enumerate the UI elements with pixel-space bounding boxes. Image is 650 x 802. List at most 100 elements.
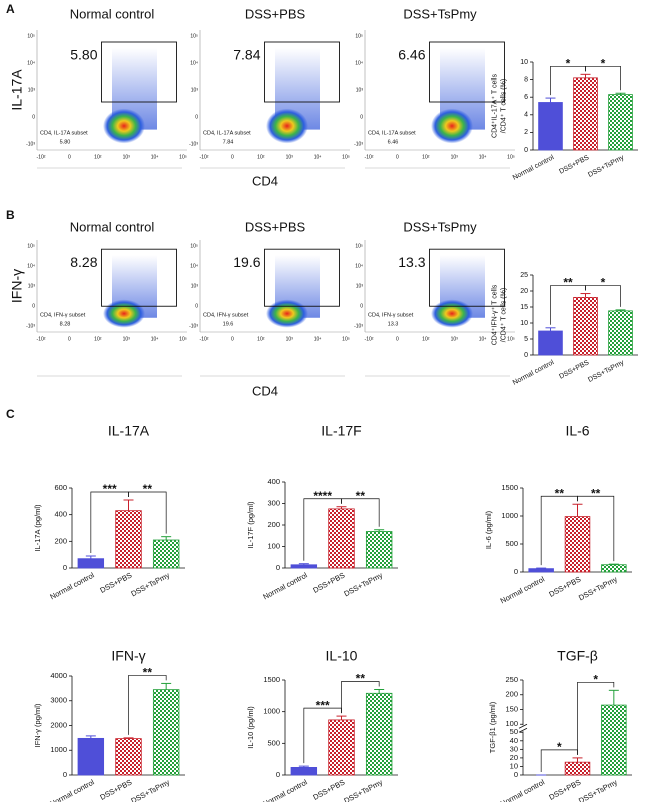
y-tick-label: 4000	[50, 671, 67, 680]
flow-subset-value: 8.28	[60, 321, 71, 327]
significance-bracket	[585, 65, 621, 91]
y-tick-label: 0	[63, 563, 67, 572]
y-tick-label: 40	[510, 736, 518, 745]
panel-label: A	[6, 2, 15, 16]
x-tick-label: DSS+TsPmy	[342, 570, 384, 598]
flow-y-tick: 10⁴	[27, 60, 35, 66]
y-tick-label: 0	[276, 563, 280, 572]
significance-bracket	[341, 498, 380, 527]
y-axis-label: IL-6 (pg/ml)	[484, 510, 493, 549]
flow-gate-value: 6.46	[398, 47, 425, 63]
flow-x-tick: 10²	[257, 336, 265, 342]
y-tick-label: 400	[54, 510, 67, 519]
chart-title: IL-10	[326, 648, 358, 664]
flow-x-tick: 10⁵	[507, 154, 515, 160]
chart-title: IL-17F	[321, 423, 361, 439]
significance-label: **	[143, 666, 153, 680]
x-tick-label: DSS+TsPmy	[342, 777, 384, 802]
flow-x-tick: 10⁴	[151, 154, 159, 160]
y-tick-label: 1500	[501, 483, 518, 492]
significance-label: **	[563, 276, 573, 290]
y-tick-label: 10	[520, 320, 528, 327]
bar	[115, 510, 142, 569]
flow-x-tick: 10⁵	[507, 336, 515, 342]
bar	[608, 310, 633, 356]
flow-x-tick: 10⁴	[151, 336, 159, 342]
flow-subset-value: 13.3	[388, 321, 399, 327]
y-tick-label: 1000	[501, 511, 518, 520]
flow-gate-value: 7.84	[233, 47, 260, 63]
flow-x-tick: 10⁵	[179, 336, 187, 342]
y-axis-label: /CD4⁺ T cells (%)	[500, 79, 507, 133]
flow-gate	[429, 248, 505, 307]
y-tick-label: 20	[520, 288, 528, 295]
flow-title: Normal control	[70, 6, 155, 21]
significance-label: **	[356, 489, 366, 503]
flow-density	[431, 299, 473, 328]
bar	[538, 330, 563, 356]
flow-density	[431, 108, 473, 144]
x-tick-label: Normal control	[512, 359, 556, 387]
flow-title: DSS+TsPmy	[403, 6, 477, 21]
bar	[573, 296, 598, 356]
flow-subset: CD4, IL-17A subset	[203, 130, 251, 136]
y-tick-label: 2	[524, 129, 528, 136]
y-axis-label: IL-17F (pg/ml)	[246, 501, 255, 549]
bar	[115, 738, 142, 776]
flow-y-tick: 10⁵	[355, 33, 363, 39]
flow-subset: CD4, IL-17A subset	[368, 130, 416, 136]
bar	[601, 564, 627, 573]
flow-gate	[101, 41, 177, 103]
flow-gate	[101, 248, 177, 307]
x-tick-label: DSS+TsPmy	[587, 359, 626, 384]
bar	[528, 568, 554, 573]
x-tick-label: DSS+PBS	[558, 359, 590, 381]
flow-y-tick: -10³	[189, 323, 198, 329]
significance-label: **	[591, 486, 601, 500]
flow-density	[266, 299, 308, 328]
flow-x-tick: -10²	[37, 336, 46, 342]
bar	[152, 539, 180, 569]
flow-y-tick: 0	[360, 303, 363, 309]
panel-label: B	[6, 208, 15, 222]
y-tick-label: 15	[520, 304, 528, 311]
flow-y-tick: 10⁴	[355, 60, 363, 66]
y-tick-label: 2000	[50, 720, 67, 729]
x-tick-label: DSS+TsPmy	[129, 570, 171, 598]
flow-x-tick: -10²	[200, 336, 209, 342]
flow-y-tick: 10³	[28, 283, 36, 289]
y-tick-label: 1000	[50, 745, 67, 754]
axis-break	[518, 723, 528, 729]
axis-break-gap	[519, 725, 527, 732]
flow-x-tick: 10²	[422, 154, 430, 160]
bar	[564, 761, 591, 776]
flow-y-tick: -10³	[189, 141, 198, 147]
y-axis-label: CD4⁺IL-17A⁺ T cells	[491, 74, 498, 138]
bar	[290, 767, 318, 776]
flow-gate-value: 8.28	[70, 254, 97, 270]
y-tick-label: 25	[520, 272, 528, 279]
flow-x-tick: 10⁴	[314, 154, 322, 160]
axis-break	[518, 727, 528, 733]
flow-x-tick: 0	[396, 154, 399, 160]
flow-x-tick: 10⁵	[342, 154, 350, 160]
significance-label: **	[555, 486, 565, 500]
bar	[564, 516, 591, 573]
flow-title: DSS+PBS	[245, 6, 306, 21]
flow-y-tick: -10³	[26, 141, 35, 147]
x-tick-label: Normal control	[261, 570, 309, 601]
flow-x-tick: 10³	[451, 336, 459, 342]
flow-title: DSS+PBS	[245, 219, 306, 234]
bar	[328, 719, 355, 776]
flow-x-tick: 10²	[94, 154, 102, 160]
x-tick-label: Normal control	[499, 777, 547, 802]
significance-bracket	[341, 681, 380, 714]
flow-x-label: CD4	[252, 383, 278, 398]
flow-subset-value: 7.84	[223, 139, 234, 145]
bar	[601, 704, 627, 776]
flow-gate-value: 13.3	[398, 254, 425, 270]
x-tick-label: DSS+PBS	[558, 154, 590, 176]
y-tick-label: 200	[267, 520, 280, 529]
y-tick-label: 8	[524, 76, 528, 83]
